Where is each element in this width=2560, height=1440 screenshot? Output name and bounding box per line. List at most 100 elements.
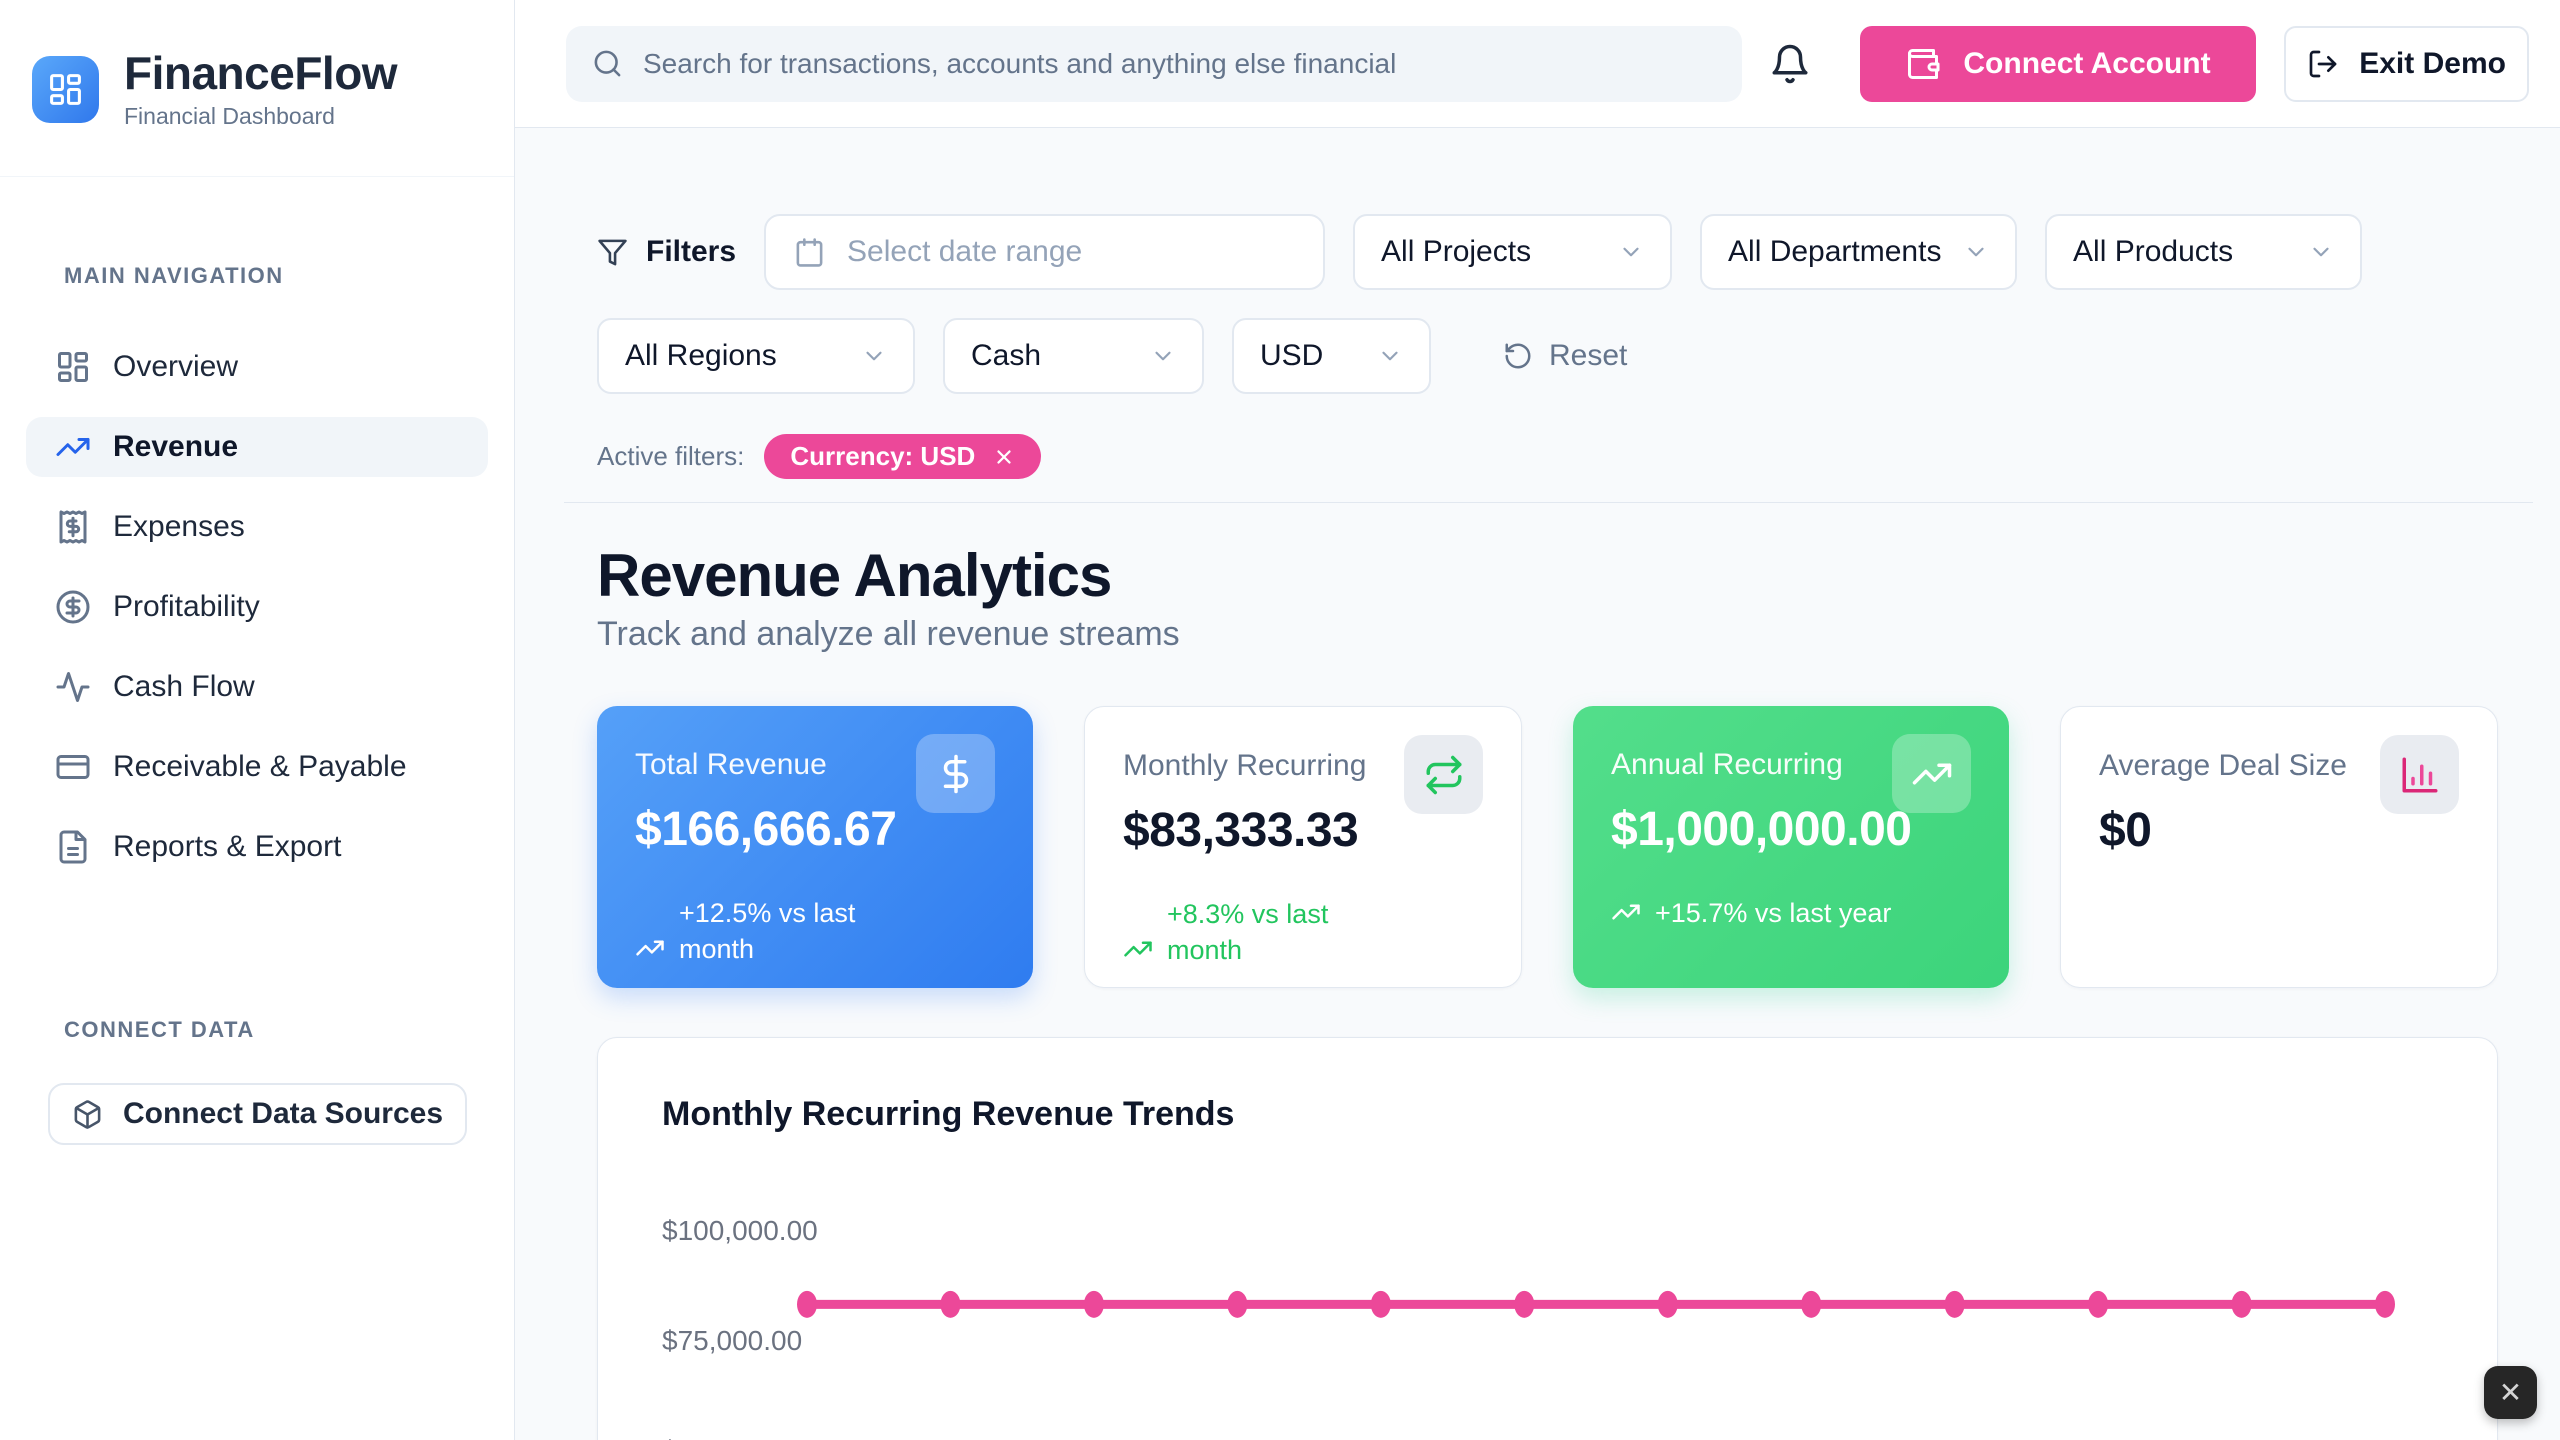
brand: FinanceFlow Financial Dashboard	[0, 0, 514, 177]
sidebar-item-reports-export[interactable]: Reports & Export	[26, 817, 488, 877]
trending-up-icon	[1892, 734, 1971, 813]
trending-up-icon	[1124, 941, 1152, 957]
chart-title: Monthly Recurring Revenue Trends	[662, 1095, 1235, 1133]
regions-select[interactable]: All Regions	[597, 318, 915, 394]
chevron-down-icon	[1155, 351, 1171, 361]
circle-dollar-icon	[56, 590, 90, 624]
notifications-button[interactable]	[1769, 43, 1811, 85]
repeat-icon	[1404, 735, 1483, 814]
sidebar-item-expenses[interactable]: Expenses	[26, 497, 488, 557]
exit-demo-button[interactable]: Exit Demo	[2284, 25, 2529, 102]
connect-account-button[interactable]: Connect Account	[1859, 25, 2257, 102]
mrr-data-point[interactable]	[2088, 1290, 2109, 1318]
sidebar: FinanceFlow Financial Dashboard MAIN NAV…	[0, 0, 515, 1440]
stat-card-label: Average Deal Size	[2099, 749, 2347, 782]
sidebar-item-label: Reports & Export	[113, 830, 342, 863]
stat-card-value: $83,333.33	[1123, 804, 1359, 857]
stat-card-trend-label: +15.7% vs last year	[1655, 898, 1892, 928]
chevron-down-icon	[2313, 247, 2329, 257]
stat-card-value: $0	[2099, 804, 2152, 857]
wallet-icon	[1908, 48, 1940, 79]
mrr-data-point[interactable]	[1514, 1290, 1535, 1318]
connect-data-sources-button[interactable]: Connect Data Sources	[48, 1083, 467, 1145]
mrr-data-point[interactable]	[797, 1290, 817, 1318]
products-select-value: All Products	[2073, 235, 2234, 268]
calendar-icon	[796, 237, 823, 267]
sidebar-item-label: Revenue	[113, 430, 239, 463]
projects-select-value: All Projects	[1381, 235, 1532, 268]
sidebar-item-label: Receivable & Payable	[113, 750, 407, 783]
trending-up-icon	[56, 438, 90, 456]
page-title: Revenue Analytics	[597, 542, 1112, 609]
trending-up-icon	[636, 940, 664, 956]
departments-select[interactable]: All Departments	[1700, 214, 2018, 290]
mrr-data-point[interactable]	[1370, 1290, 1391, 1318]
payment-type-select[interactable]: Cash	[943, 318, 1204, 394]
filter-funnel-icon	[598, 239, 627, 265]
active-filters-label: Active filters:	[597, 441, 745, 471]
bar-chart-icon	[2380, 735, 2459, 814]
date-range-input[interactable]: Select date range	[764, 214, 1326, 290]
connect-account-label: Connect Account	[1963, 46, 2211, 80]
trending-up-icon	[1612, 904, 1640, 920]
currency-select[interactable]: USD	[1232, 318, 1431, 394]
sidebar-item-overview[interactable]: Overview	[26, 337, 488, 397]
sidebar-nav: Overview Revenue Expenses Profitability …	[26, 337, 488, 877]
sidebar-item-label: Cash Flow	[113, 670, 255, 703]
connect-data-sources-label: Connect Data Sources	[122, 1097, 444, 1130]
filters-row-2: All Regions Cash USD Reset	[597, 318, 2500, 394]
close-icon[interactable]	[993, 446, 1015, 468]
brand-tagline: Financial Dashboard	[124, 103, 335, 129]
stat-card-value: $166,666.67	[635, 803, 897, 856]
chevron-down-icon	[1623, 247, 1639, 257]
sidebar-item-receivable-payable[interactable]: Receivable & Payable	[26, 737, 488, 797]
bell-icon	[1772, 44, 1808, 83]
stat-cards: Total Revenue $166,666.67 +12.5% vs last…	[597, 706, 2498, 988]
search-input[interactable]	[643, 47, 1716, 80]
sidebar-item-revenue[interactable]: Revenue	[26, 417, 488, 477]
mrr-data-point[interactable]	[2375, 1290, 2395, 1318]
brand-name: FinanceFlow	[124, 47, 398, 99]
main-area: Connect Account Exit Demo Filters Select…	[515, 0, 2560, 1440]
filters-title: Filters	[597, 235, 736, 269]
global-search[interactable]	[566, 25, 1742, 102]
mrr-data-point[interactable]	[1657, 1290, 1678, 1318]
reset-label: Reset	[1549, 339, 1628, 372]
receipt-icon	[59, 510, 87, 544]
sidebar-item-cash-flow[interactable]: Cash Flow	[26, 657, 488, 717]
currency-select-value: USD	[1260, 339, 1324, 372]
mrr-data-point[interactable]	[1083, 1290, 1104, 1318]
y-axis-tick: $75,000.00	[662, 1325, 803, 1356]
mrr-data-point[interactable]	[1944, 1290, 1965, 1318]
stat-card-average-deal-size: Average Deal Size $0	[2060, 706, 2498, 988]
sidebar-item-label: Profitability	[113, 590, 260, 623]
mrr-data-point[interactable]	[1801, 1290, 1822, 1318]
chevron-down-icon	[1382, 351, 1398, 361]
stat-card-trend: +15.7% vs last year	[1611, 895, 1971, 931]
file-text-icon	[59, 830, 87, 864]
stat-card-trend: +8.3% vs last month	[1123, 896, 1483, 968]
active-filter-chip-currency[interactable]: Currency: USD	[764, 434, 1042, 479]
stat-card-trend-label: +12.5% vs last month	[679, 898, 856, 964]
products-select[interactable]: All Products	[2045, 214, 2363, 290]
mrr-data-point[interactable]	[2231, 1290, 2252, 1318]
overlay-close-button[interactable]: ✕	[2484, 1366, 2537, 1419]
mrr-data-point[interactable]	[940, 1290, 961, 1318]
mrr-line-chart: $100,000.00$75,000.00$50,000.00	[662, 1164, 2434, 1440]
mrr-data-point[interactable]	[1227, 1290, 1248, 1318]
chevron-down-icon	[866, 351, 882, 361]
page-subtitle: Track and analyze all revenue streams	[597, 615, 1180, 653]
connect-data-heading: CONNECT DATA	[64, 1017, 255, 1042]
filters-row-1: Filters Select date range All Projects A…	[597, 214, 2500, 290]
filters-title-label: Filters	[646, 235, 737, 268]
regions-select-value: All Regions	[625, 339, 777, 372]
reset-filters-button[interactable]: Reset	[1503, 339, 1627, 373]
dollar-icon	[916, 734, 995, 813]
sidebar-item-profitability[interactable]: Profitability	[26, 577, 488, 637]
rotate-ccw-icon	[1505, 343, 1531, 369]
stat-card-value: $1,000,000.00	[1611, 803, 1912, 856]
stat-card-trend-label: +8.3% vs last month	[1167, 899, 1329, 965]
sidebar-item-label: Overview	[113, 350, 239, 383]
stat-card-label: Monthly Recurring	[1123, 749, 1367, 782]
projects-select[interactable]: All Projects	[1353, 214, 1673, 290]
